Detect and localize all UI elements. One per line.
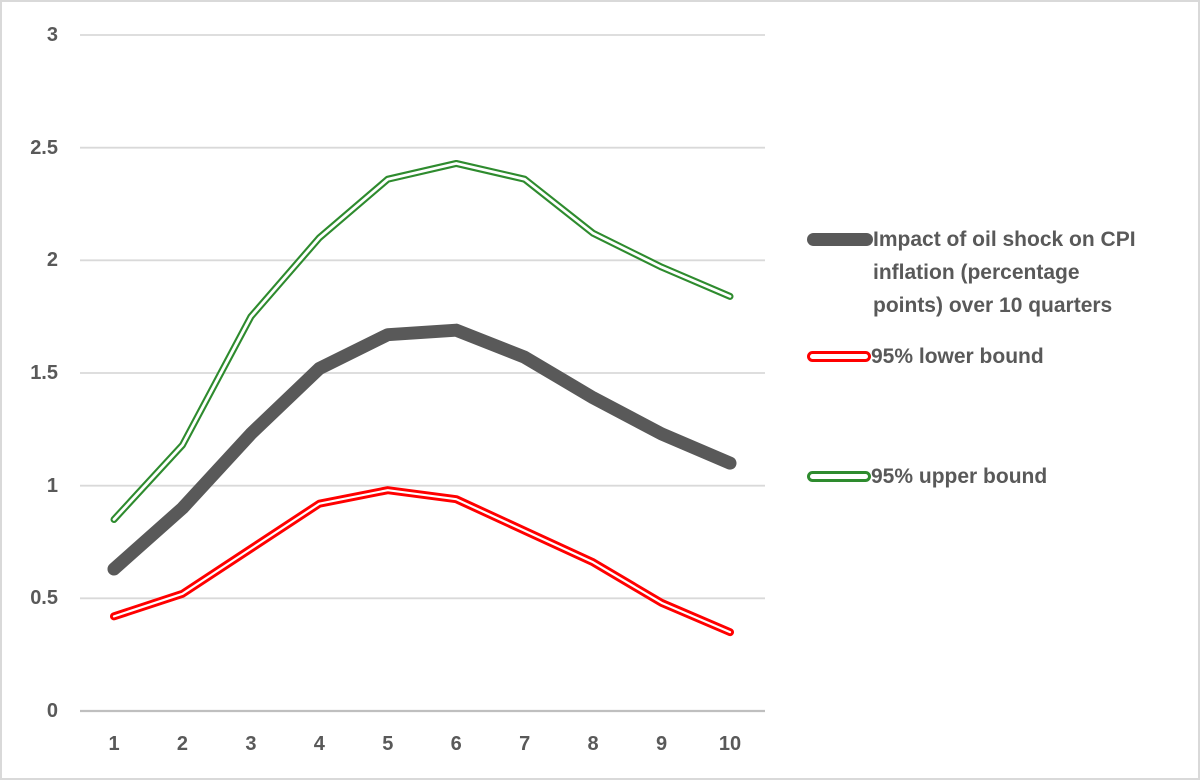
legend-item-impact: Impact of oil shock on CPI inflation (pe…	[807, 223, 1136, 322]
y-tick-label: 1	[46, 474, 58, 497]
y-tick-label: 3	[46, 24, 58, 46]
x-tick-label: 9	[655, 733, 668, 755]
x-tick-label: 7	[519, 733, 531, 755]
x-tick-label: 8	[587, 733, 599, 755]
x-tick-label: 1	[108, 733, 120, 755]
legend-label-impact-line1: Impact of oil shock on CPI	[873, 228, 1136, 251]
x-tick-label: 10	[718, 733, 742, 755]
legend-label-upper-bound: 95% upper bound	[871, 465, 1048, 488]
x-tick-label: 6	[450, 733, 462, 755]
y-tick-label: 2	[46, 249, 58, 272]
series-line	[110, 159, 734, 523]
series-line	[110, 486, 734, 637]
y-tick-label: 1.5	[30, 362, 58, 384]
x-tick-label: 5	[382, 733, 394, 755]
legend-item-lower-bound: 95% lower bound	[807, 340, 1044, 373]
legend-label-impact-line2: inflation (percentage	[873, 261, 1080, 284]
y-tick-label: 0.5	[30, 587, 58, 610]
legend-marker-impact-line-icon	[807, 233, 873, 246]
series-line	[107, 323, 737, 576]
legend-item-upper-bound: 95% upper bound	[807, 460, 1047, 493]
legend-label-impact: Impact of oil shock on CPI inflation (pe…	[873, 223, 1136, 322]
x-tick-label: 2	[176, 733, 188, 755]
y-tick-label: 0	[46, 700, 58, 722]
series-line-white-core	[112, 162, 732, 521]
legend-label-impact-line3: points) over 10 quarters	[873, 294, 1113, 317]
y-tick-label: 2.5	[30, 136, 58, 159]
x-tick-label: 3	[245, 733, 257, 755]
series-line-white-core	[112, 489, 732, 634]
legend-label-lower-bound: 95% lower bound	[871, 345, 1044, 368]
legend-marker-lower-bound-line-icon	[807, 351, 871, 362]
x-tick-label: 4	[313, 733, 325, 755]
legend-marker-upper-bound-line-icon	[807, 471, 871, 482]
